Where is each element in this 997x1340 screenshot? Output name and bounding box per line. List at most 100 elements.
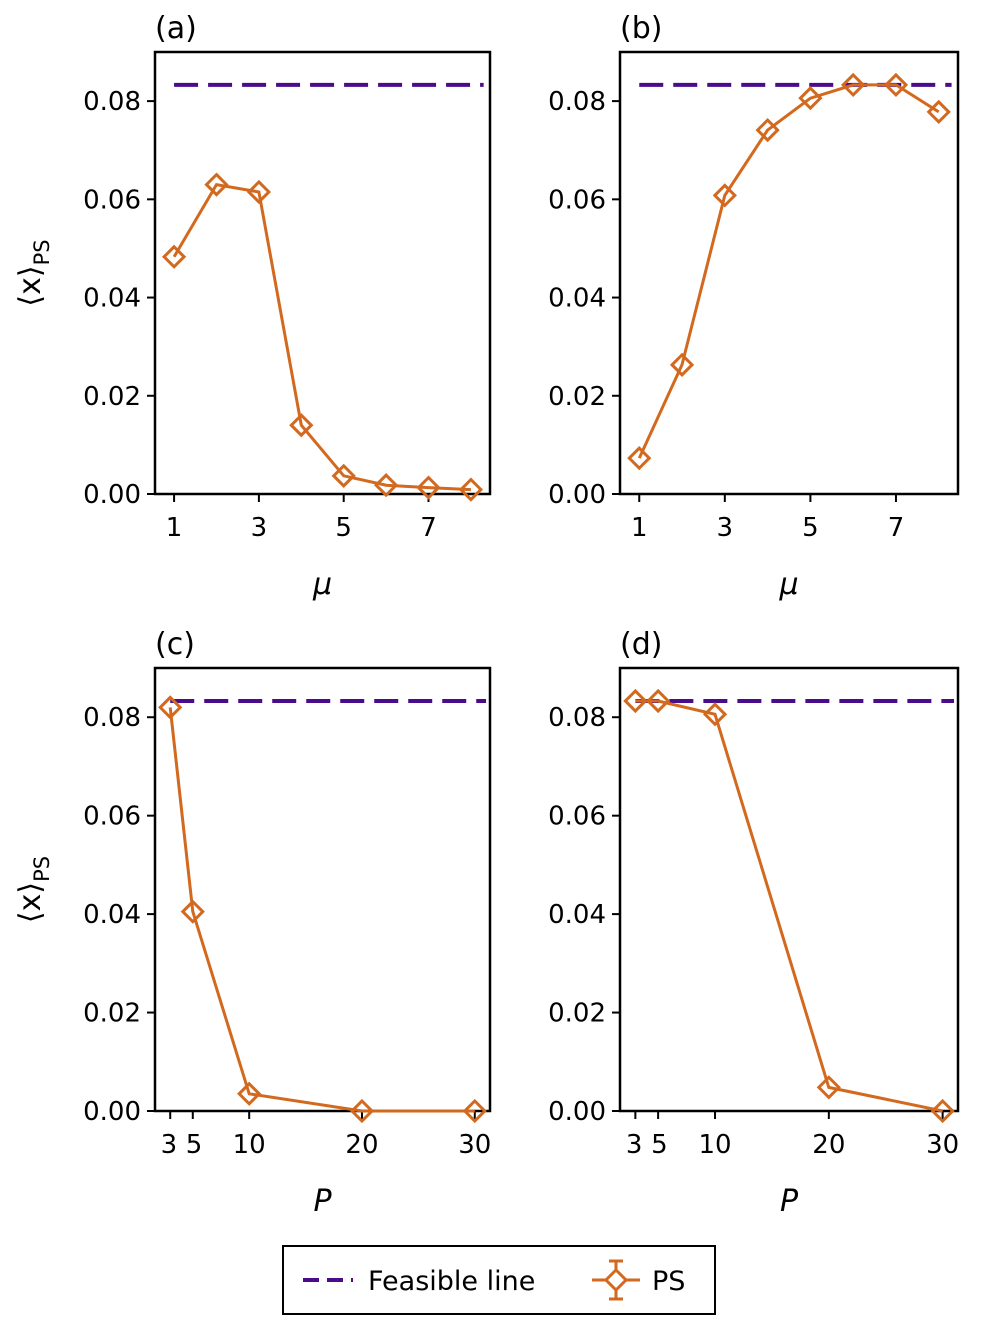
x-axis-label: P xyxy=(780,1184,799,1219)
y-tick-label: 0.06 xyxy=(548,802,606,832)
y-axis-label-main: ⟨x⟩ xyxy=(13,265,48,306)
y-axis-label-sub: PS xyxy=(30,856,54,882)
y-axis-label-text: ⟨x⟩PS xyxy=(13,856,54,923)
x-tick-label: 5 xyxy=(186,1130,203,1160)
x-tick-label: 5 xyxy=(335,513,352,543)
x-tick-label: 20 xyxy=(812,1130,845,1160)
y-tick-label: 0.08 xyxy=(548,87,606,117)
panel-label: (a) xyxy=(155,11,197,46)
x-tick-label: 3 xyxy=(717,513,734,543)
legend-ps-swatch xyxy=(592,1259,640,1301)
panel-label: (b) xyxy=(620,11,662,46)
legend: Feasible line PS xyxy=(282,1245,716,1315)
x-tick-label: 3 xyxy=(161,1130,178,1160)
ps-point xyxy=(712,183,737,208)
x-axis-label: P xyxy=(313,1184,332,1219)
ps-point xyxy=(841,72,866,98)
ps-line xyxy=(637,83,940,459)
y-tick-label: 0.04 xyxy=(548,284,606,314)
axes-frame xyxy=(618,50,960,496)
ps-point xyxy=(289,413,314,438)
ps-point xyxy=(623,688,648,714)
x-tick-label: 3 xyxy=(251,513,268,543)
y-tick-label: 0.08 xyxy=(83,703,141,733)
x-tick-label: 5 xyxy=(651,1130,668,1160)
ps-line xyxy=(635,699,943,1113)
ps-point xyxy=(180,899,205,924)
ps-point xyxy=(930,1098,955,1124)
ps-line xyxy=(168,707,475,1113)
legend-ps-label: PS xyxy=(652,1266,685,1297)
y-tick-label: 0.02 xyxy=(548,999,606,1029)
panel-label: (c) xyxy=(155,627,195,662)
legend-ps-diamond xyxy=(603,1267,629,1293)
y-tick-label: 0.08 xyxy=(548,703,606,733)
ps-point xyxy=(158,695,183,720)
panel-a: (a) 0.00 0.02 0.04 0.06 0.08 1 3 5 7 μ ⟨x⟩PS xyxy=(13,11,492,602)
y-axis-label: ⟨x⟩PS xyxy=(13,856,54,923)
y-tick-label: 0.00 xyxy=(548,480,606,510)
ps-point xyxy=(373,473,399,498)
ps-point xyxy=(161,244,187,269)
ps-point xyxy=(669,352,695,377)
ps-point xyxy=(458,477,484,502)
y-tick-label: 0.00 xyxy=(83,1097,141,1127)
ps-point xyxy=(798,86,823,111)
axes-frame xyxy=(153,666,492,1113)
x-tick-label: 1 xyxy=(631,513,648,543)
x-tick-label: 10 xyxy=(698,1130,731,1160)
x-tick-label: 3 xyxy=(626,1130,643,1160)
y-tick-label: 0.06 xyxy=(83,802,141,832)
y-tick-label: 0.00 xyxy=(548,1097,606,1127)
panel-label: (d) xyxy=(620,627,662,662)
ps-line xyxy=(172,182,471,492)
ps-point xyxy=(926,99,951,125)
x-tick-label: 30 xyxy=(926,1130,959,1160)
x-axis-label: μ xyxy=(312,567,332,602)
ps-point xyxy=(755,117,780,143)
y-tick-label: 0.02 xyxy=(548,382,606,412)
panels: (a)0.000.020.040.060.081 3 5 7μ⟨x⟩PS(b)0.00… xyxy=(13,11,960,1219)
ps-point xyxy=(627,446,652,471)
ps-point xyxy=(331,463,356,488)
y-tick-label: 0.00 xyxy=(83,480,141,510)
axes-frame xyxy=(153,50,492,496)
legend-frame xyxy=(282,1245,716,1315)
x-tick-label: 1 xyxy=(166,513,183,543)
panel-d: (d) 0.00 0.02 0.04 0.06 0.08 3 5 10 20 30 P xyxy=(548,627,960,1219)
y-tick-label: 0.02 xyxy=(83,382,141,412)
y-tick-label: 0.04 xyxy=(83,900,141,930)
ps-point xyxy=(416,475,441,500)
y-tick-label: 0.06 xyxy=(548,185,606,215)
panel-c: (c) 0.00 0.02 0.04 0.06 0.08 3 5 10 20 30 P ⟨x⟩PS xyxy=(13,627,491,1219)
y-tick-label: 0.02 xyxy=(83,999,141,1029)
ps-point xyxy=(246,179,272,205)
ps-point xyxy=(816,1075,841,1100)
x-tick-label: 30 xyxy=(458,1130,491,1160)
x-axis-label: μ xyxy=(778,567,798,602)
x-tick-label: 10 xyxy=(233,1130,266,1160)
panel-b: (b) 0.00 0.02 0.04 0.06 0.08 1 3 5 7 μ xyxy=(548,11,960,602)
x-tick-label: 20 xyxy=(345,1130,378,1160)
y-tick-label: 0.06 xyxy=(83,185,141,215)
ps-point xyxy=(702,702,728,727)
y-axis-label: ⟨x⟩PS xyxy=(13,239,54,306)
ps-point xyxy=(237,1081,262,1106)
ps-point xyxy=(883,72,909,98)
y-tick-label: 0.04 xyxy=(548,900,606,930)
y-axis-label-sub: PS xyxy=(30,239,54,265)
ps-point xyxy=(462,1098,487,1124)
y-tick-label: 0.08 xyxy=(83,87,141,117)
y-axis-label-main: ⟨x⟩ xyxy=(13,882,48,923)
axes-frame xyxy=(618,666,960,1113)
ps-point xyxy=(646,688,671,714)
x-tick-label: 5 xyxy=(802,513,819,543)
x-tick-label: 7 xyxy=(420,513,437,543)
ps-point xyxy=(349,1098,375,1124)
legend-feasible-label: Feasible line xyxy=(368,1266,535,1297)
y-tick-label: 0.04 xyxy=(83,284,141,314)
ps-point xyxy=(204,172,229,197)
y-axis-label-text: ⟨x⟩PS xyxy=(13,239,54,306)
x-tick-label: 7 xyxy=(888,513,905,543)
